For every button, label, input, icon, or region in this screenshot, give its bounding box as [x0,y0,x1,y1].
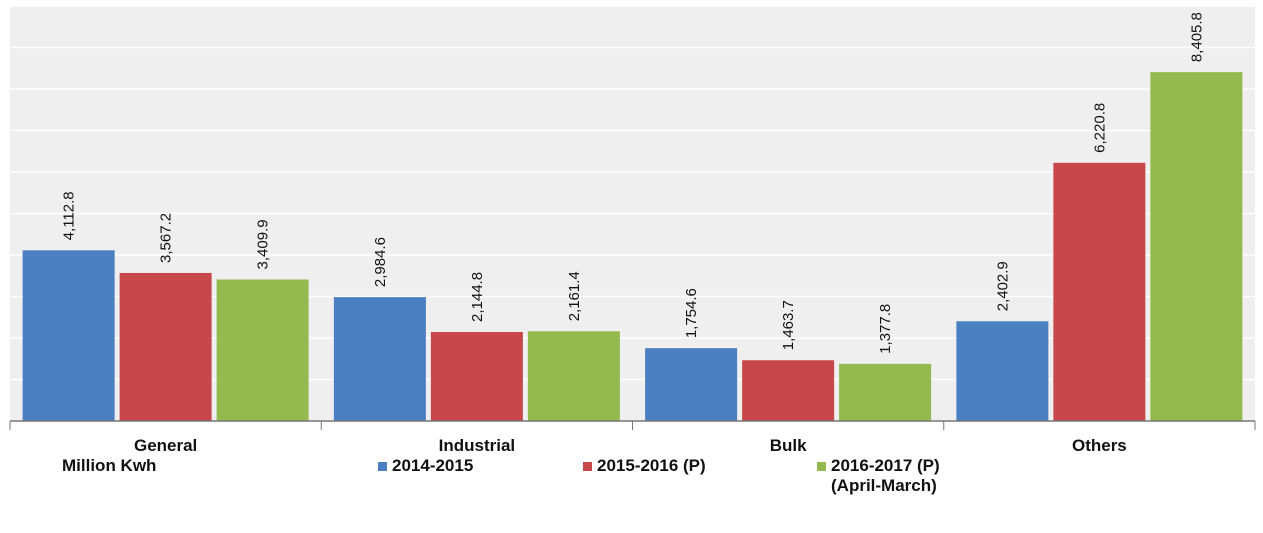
value-label: 3,409.9 [255,219,272,269]
value-label: 8,405.8 [1188,12,1205,62]
legend-label: 2016-2017 (P) (April-March) [831,456,940,495]
bar [22,250,115,421]
legend-label: 2014-2015 [392,456,474,475]
bar [527,331,620,421]
value-label: 2,144.8 [469,272,486,322]
value-label: 3,567.2 [158,213,175,263]
x-tick-label: Industrial [439,436,516,455]
bar [119,272,212,421]
value-label: 4,112.8 [61,191,78,240]
value-label: 1,463.7 [780,300,797,350]
legend-swatch [817,462,826,471]
value-label: 1,754.6 [683,288,700,338]
bar [430,331,523,421]
legend-swatch [583,462,592,471]
y-axis-label: Million Kwh [62,456,157,475]
bar [216,279,309,421]
x-tick-label: Bulk [770,436,807,455]
bar [645,348,738,421]
bar [742,360,835,421]
bar [1150,72,1243,421]
legend-swatch [378,462,387,471]
bar [956,321,1049,421]
legend-label: 2015-2016 (P) [597,456,706,475]
bar [839,363,932,421]
value-label: 6,220.8 [1091,103,1108,153]
value-label: 2,402.9 [994,261,1011,311]
value-label: 2,161.4 [566,271,583,321]
value-label: 2,984.6 [372,237,389,287]
x-tick-label: Others [1072,436,1127,455]
bar [333,297,426,421]
value-label: 1,377.8 [877,304,894,354]
x-tick-label: General [134,436,197,455]
bar [1053,162,1146,422]
